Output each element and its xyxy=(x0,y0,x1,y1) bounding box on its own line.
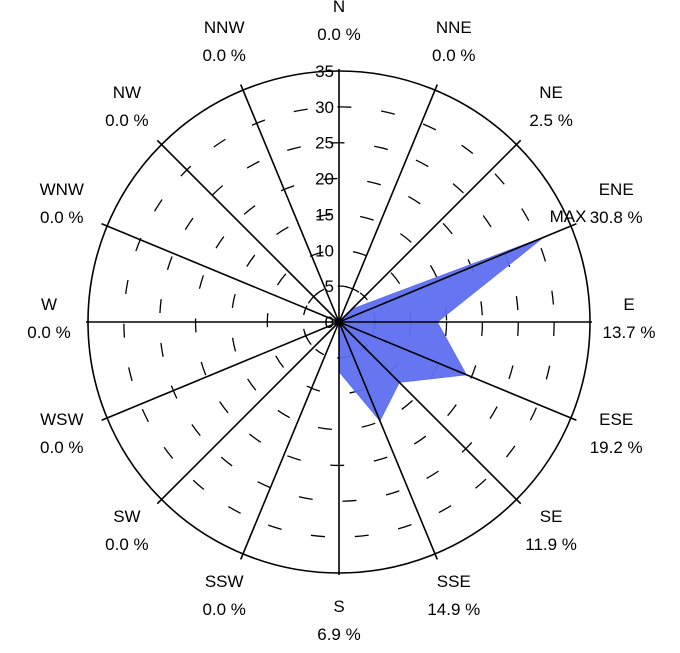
direction-pct-nw: 0.0 % xyxy=(105,111,148,130)
direction-pct-sw: 0.0 % xyxy=(105,535,148,554)
direction-label-nnw: NNW xyxy=(204,18,245,37)
direction-label-nne: NNE xyxy=(436,18,472,37)
direction-label-wsw: WSW xyxy=(40,410,83,429)
r-tick-label-10: 10 xyxy=(315,241,334,260)
direction-label-ese: ESE xyxy=(599,410,633,429)
direction-label-e: E xyxy=(623,295,634,314)
direction-pct-e: 13.7 % xyxy=(603,323,656,342)
direction-pct-w: 0.0 % xyxy=(27,323,70,342)
direction-label-se: SE xyxy=(540,507,563,526)
spoke-se xyxy=(338,321,522,505)
spoke-nnw xyxy=(239,84,340,323)
direction-pct-ssw: 0.0 % xyxy=(202,600,245,619)
r-tick-label-30: 30 xyxy=(315,98,334,117)
direction-label-w: W xyxy=(41,295,57,314)
direction-label-sse: SSE xyxy=(437,572,471,591)
spoke-nne xyxy=(338,84,439,323)
r-tick-label-25: 25 xyxy=(315,134,334,153)
spoke-ese xyxy=(338,321,577,422)
radial-tick-labels: 0 5 10 15 20 25 30 35 xyxy=(315,62,334,332)
direction-label-n: N xyxy=(333,0,345,16)
spoke-sw xyxy=(156,321,340,505)
direction-pct-nne: 0.0 % xyxy=(432,46,475,65)
direction-pct-sse: 14.9 % xyxy=(427,600,480,619)
r-tick-label-35: 35 xyxy=(315,62,334,81)
direction-spokes xyxy=(86,69,592,575)
direction-labels: N 0.0 % NNE 0.0 % NE 2.5 % ENE 30.8 % E 13.7 % ESE… xyxy=(27,0,655,644)
spoke-nw xyxy=(156,139,340,323)
r-tick-label-20: 20 xyxy=(315,170,334,189)
direction-label-ssw: SSW xyxy=(205,572,244,591)
direction-label-ne: NE xyxy=(539,83,563,102)
spoke-ssw xyxy=(239,321,340,560)
spoke-wsw xyxy=(101,321,340,422)
direction-label-nw: NW xyxy=(113,83,141,102)
spoke-ene xyxy=(338,222,577,323)
direction-pct-se: 11.9 % xyxy=(525,535,577,554)
direction-pct-ne: 2.5 % xyxy=(529,111,572,130)
direction-pct-nnw: 0.0 % xyxy=(202,46,245,65)
max-label: MAX xyxy=(550,207,587,226)
direction-pct-s: 6.9 % xyxy=(317,625,360,644)
direction-label-ene: ENE xyxy=(599,180,634,199)
spoke-wnw xyxy=(101,222,340,323)
direction-pct-ene: 30.8 % xyxy=(590,208,643,227)
r-tick-label-15: 15 xyxy=(315,205,334,224)
direction-pct-n: 0.0 % xyxy=(317,25,360,44)
direction-pct-ese: 19.2 % xyxy=(590,438,643,457)
direction-label-s: S xyxy=(333,597,344,616)
r-tick-label-5: 5 xyxy=(325,277,334,296)
spoke-ne xyxy=(338,139,522,323)
direction-pct-wsw: 0.0 % xyxy=(40,438,83,457)
direction-label-wnw: WNW xyxy=(40,180,84,199)
direction-pct-wnw: 0.0 % xyxy=(40,208,83,227)
r-tick-label-0: 0 xyxy=(325,313,334,332)
direction-label-sw: SW xyxy=(113,507,140,526)
spoke-sse xyxy=(338,321,439,560)
